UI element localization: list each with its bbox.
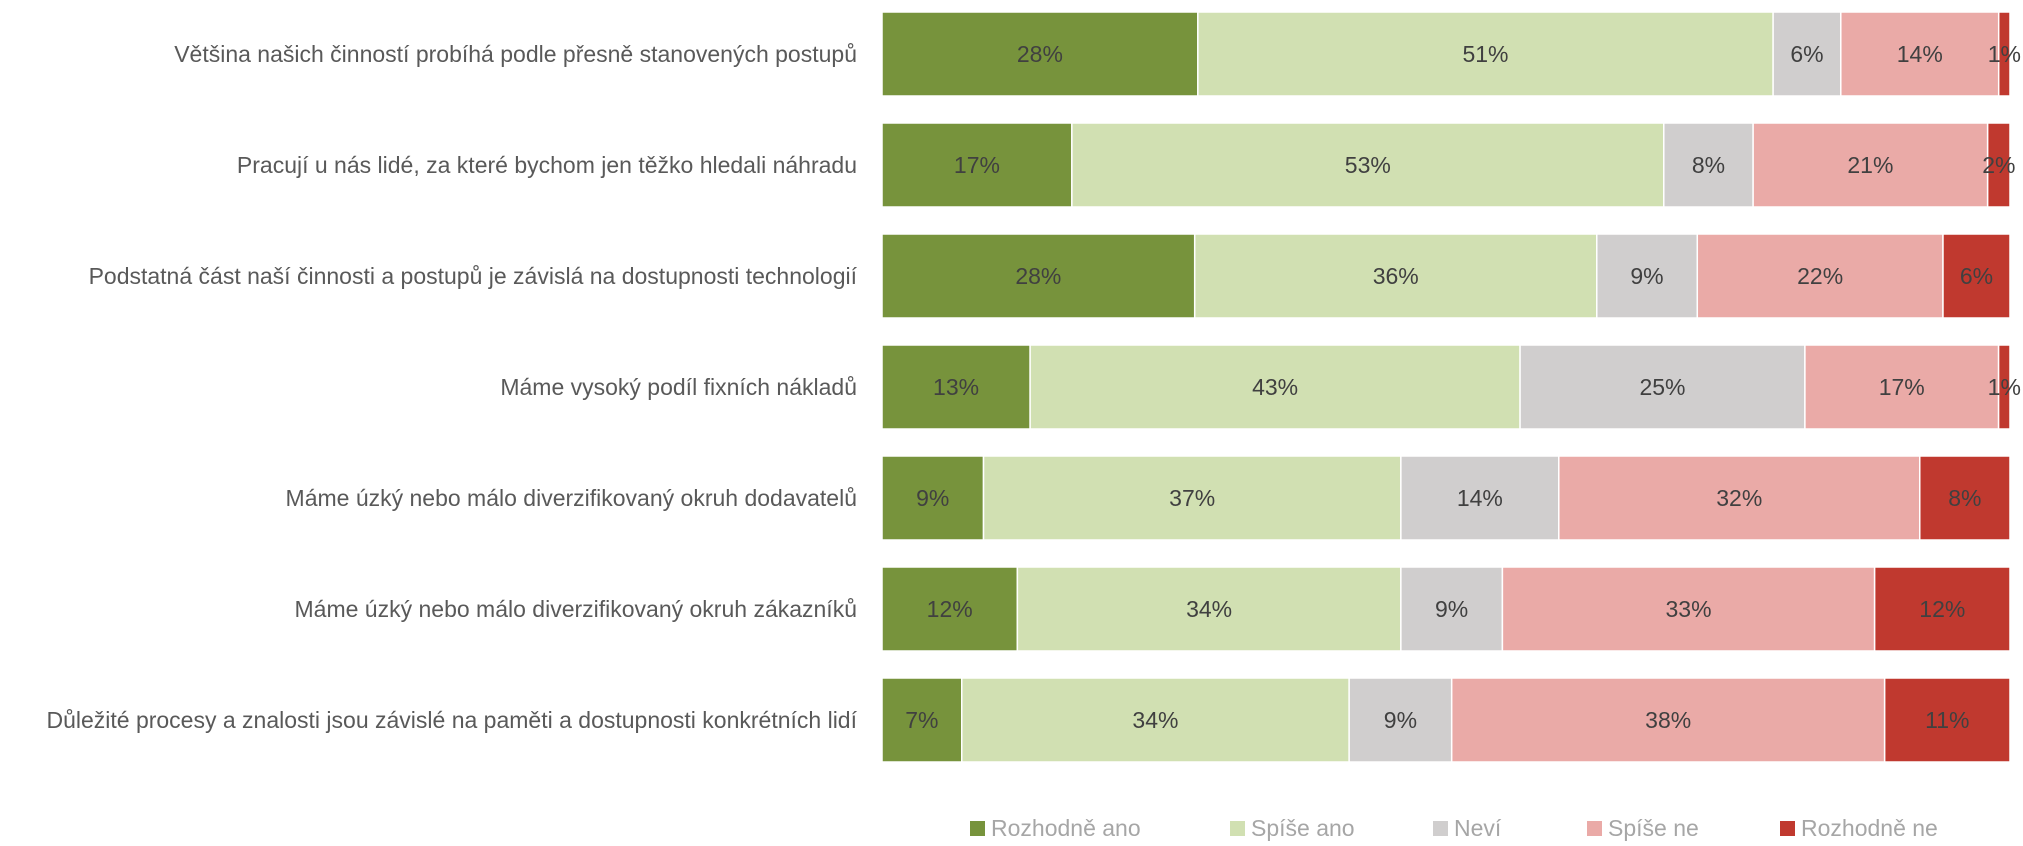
data-label: 38% xyxy=(1645,707,1691,733)
data-label: 9% xyxy=(1384,707,1417,733)
bar-segment xyxy=(1519,344,1806,430)
bar-segment xyxy=(1997,344,2011,430)
bar-segment xyxy=(1997,11,2011,97)
bar-segment xyxy=(1501,566,1876,652)
bar-segment xyxy=(1752,122,1989,208)
category-label: Většina našich činností probíhá podle př… xyxy=(174,41,857,67)
data-label: 32% xyxy=(1716,485,1762,511)
data-label: 1% xyxy=(1988,374,2021,400)
data-label: 8% xyxy=(1948,485,1981,511)
bar-segment xyxy=(1450,677,1886,763)
data-label: 14% xyxy=(1897,41,1943,67)
data-label: 7% xyxy=(905,707,938,733)
bar-segment xyxy=(1696,233,1944,319)
bar-segment xyxy=(881,122,1073,208)
bar-segment xyxy=(1986,122,2011,208)
bar-segment xyxy=(1071,122,1665,208)
bar-segment xyxy=(1596,233,1699,319)
bar-segment xyxy=(1558,455,1921,541)
data-label: 17% xyxy=(1879,374,1925,400)
legend-swatch xyxy=(1587,821,1602,836)
data-label: 12% xyxy=(927,596,973,622)
bar-segment xyxy=(1029,344,1521,430)
legend-label: Spíše ne xyxy=(1608,815,1699,841)
data-label: 28% xyxy=(1017,41,1063,67)
legend: Rozhodně ano Spíše ano Neví Spíše ne Rozhodn… xyxy=(970,815,1938,841)
data-label: 11% xyxy=(1925,707,1969,733)
data-label: 37% xyxy=(1169,485,1215,511)
data-label: 51% xyxy=(1462,41,1508,67)
bar-segment xyxy=(982,455,1402,541)
bar-segment xyxy=(1840,11,2000,97)
data-label: 21% xyxy=(1847,152,1893,178)
category-label: Pracují u nás lidé, za které bychom jen … xyxy=(237,152,857,178)
data-label: 34% xyxy=(1132,707,1178,733)
bar-segment xyxy=(1193,233,1598,319)
bars: 28% 51% 6% 14% 1% 17% 53% 8% 21% 2% 28% 36% 9% 22% 6% 1… xyxy=(881,11,2021,763)
legend-label: Rozhodně ano xyxy=(991,815,1141,841)
bar-segment xyxy=(1400,455,1560,541)
bar-segment xyxy=(1883,677,2011,763)
data-label: 22% xyxy=(1797,263,1843,289)
data-label: 28% xyxy=(1015,263,1061,289)
bar-segment xyxy=(1942,233,2011,319)
data-label: 43% xyxy=(1252,374,1298,400)
bar-segment xyxy=(1873,566,2011,652)
legend-swatch xyxy=(1433,821,1448,836)
bar-segment xyxy=(881,566,1019,652)
bar-segment xyxy=(1663,122,1754,208)
data-label: 53% xyxy=(1345,152,1391,178)
data-label: 6% xyxy=(1960,263,1993,289)
data-label: 9% xyxy=(1630,263,1663,289)
bar-segment xyxy=(1400,566,1504,652)
data-label: 9% xyxy=(1435,596,1468,622)
data-label: 1% xyxy=(1988,41,2021,67)
data-label: 13% xyxy=(933,374,979,400)
data-label: 34% xyxy=(1186,596,1232,622)
bar-segment xyxy=(1804,344,2000,430)
category-label: Důležité procesy a znalosti jsou závislé… xyxy=(46,707,857,733)
legend-swatch xyxy=(970,821,985,836)
data-label: 36% xyxy=(1373,263,1419,289)
legend-label: Rozhodně ne xyxy=(1801,815,1938,841)
bar-segment xyxy=(881,344,1031,430)
legend-label: Spíše ano xyxy=(1251,815,1355,841)
data-label: 2% xyxy=(1982,152,2015,178)
bar-segment xyxy=(1772,11,1842,97)
data-label: 8% xyxy=(1692,152,1725,178)
data-label: 17% xyxy=(954,152,1000,178)
bar-segment xyxy=(881,233,1196,319)
legend-swatch xyxy=(1780,821,1795,836)
data-label: 12% xyxy=(1919,596,1965,622)
bar-segment xyxy=(1197,11,1774,97)
bar-segment xyxy=(961,677,1350,763)
legend-label: Neví xyxy=(1454,815,1502,841)
data-label: 6% xyxy=(1790,41,1823,67)
category-label: Máme úzký nebo málo diverzifikovaný okru… xyxy=(286,485,857,511)
data-label: 9% xyxy=(916,485,949,511)
bar-segment xyxy=(1348,677,1453,763)
category-label: Máme vysoký podíl fixních nákladů xyxy=(500,374,857,400)
category-label: Podstatná část naší činnosti a postupů j… xyxy=(89,263,858,289)
legend-swatch xyxy=(1230,821,1245,836)
category-label: Máme úzký nebo málo diverzifikovaný okru… xyxy=(295,596,857,622)
bar-segment xyxy=(881,11,1199,97)
data-label: 25% xyxy=(1639,374,1685,400)
bar-segment xyxy=(1919,455,2011,541)
data-label: 14% xyxy=(1457,485,1503,511)
data-label: 33% xyxy=(1665,596,1711,622)
category-labels: Většina našich činností probíhá podle př… xyxy=(46,41,857,733)
